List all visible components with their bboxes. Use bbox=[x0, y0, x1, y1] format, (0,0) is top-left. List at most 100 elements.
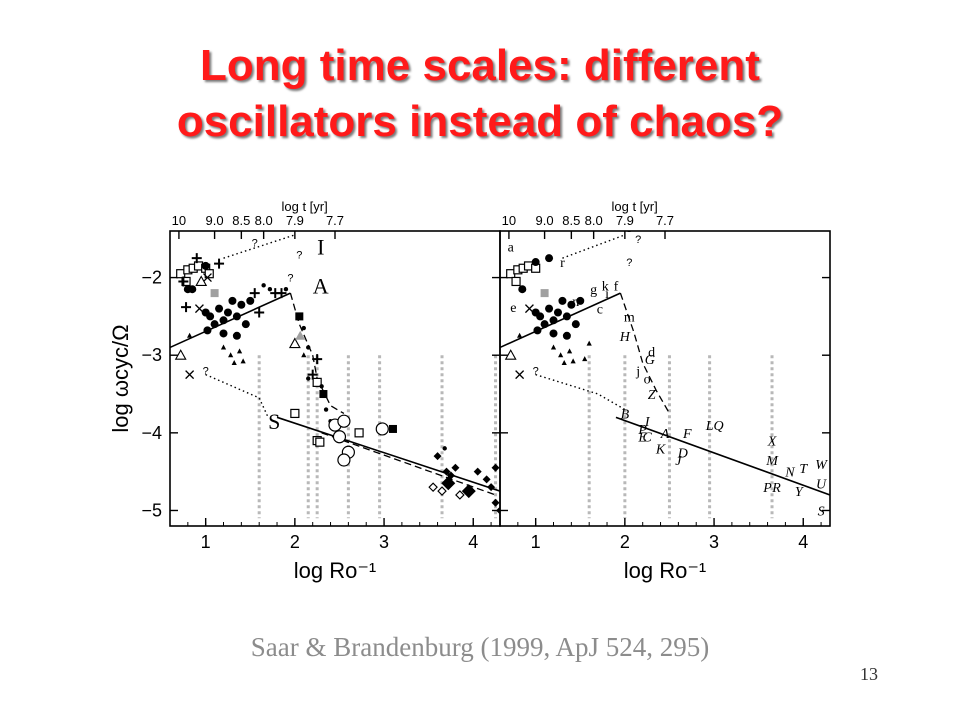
data-point bbox=[231, 359, 237, 365]
data-point bbox=[487, 483, 496, 492]
data-point bbox=[319, 384, 324, 389]
data-point bbox=[582, 356, 588, 362]
data-point bbox=[267, 287, 273, 292]
star-label: G bbox=[645, 353, 655, 368]
question-mark: ? bbox=[626, 257, 632, 269]
branch-label: I bbox=[317, 235, 324, 260]
data-point bbox=[290, 408, 300, 419]
y-axis-label: log ωcyc/Ω bbox=[110, 324, 133, 432]
data-point bbox=[187, 332, 193, 338]
star-label: P bbox=[762, 481, 772, 496]
data-point bbox=[540, 320, 549, 329]
star-label: i bbox=[605, 287, 609, 302]
x-tick-label: 1 bbox=[201, 532, 211, 552]
star-label: g bbox=[590, 283, 597, 298]
data-point bbox=[276, 288, 287, 299]
top-tick-label: 10 bbox=[502, 213, 516, 228]
data-point bbox=[433, 452, 442, 461]
data-point bbox=[550, 344, 557, 350]
fit-line-S bbox=[276, 416, 500, 492]
fit-line-S bbox=[615, 416, 830, 496]
data-point bbox=[323, 407, 329, 412]
data-point bbox=[220, 344, 227, 350]
y-tick-label: −2 bbox=[141, 268, 162, 288]
data-point bbox=[518, 285, 527, 294]
data-point bbox=[295, 330, 306, 340]
data-point bbox=[428, 482, 438, 492]
star-label: J bbox=[675, 454, 682, 469]
data-point bbox=[545, 304, 554, 313]
top-tick-label: 7.9 bbox=[286, 213, 304, 228]
top-axis-label: log t [yr] bbox=[611, 199, 657, 214]
star-label: o bbox=[644, 373, 651, 388]
star-label: A bbox=[660, 427, 670, 442]
data-point bbox=[288, 337, 301, 349]
data-point bbox=[511, 276, 521, 287]
fit-line-A bbox=[500, 292, 621, 349]
data-point bbox=[232, 312, 241, 321]
data-point bbox=[455, 490, 465, 500]
data-point bbox=[531, 258, 540, 267]
data-point bbox=[482, 475, 491, 484]
data-point bbox=[540, 289, 549, 298]
star-label: N bbox=[784, 466, 795, 481]
data-point bbox=[570, 358, 576, 364]
data-point bbox=[473, 467, 482, 476]
star-label: H bbox=[619, 330, 631, 345]
data-point bbox=[228, 296, 237, 305]
data-point bbox=[240, 358, 246, 364]
data-point bbox=[567, 300, 576, 309]
star-label: T bbox=[799, 462, 808, 477]
data-point bbox=[185, 370, 195, 380]
data-point bbox=[306, 376, 311, 381]
star-label: e bbox=[510, 301, 516, 316]
data-point bbox=[215, 304, 224, 313]
star-label: W bbox=[815, 458, 828, 473]
star-label: b bbox=[626, 221, 633, 236]
star-label: E bbox=[637, 431, 647, 446]
top-tick-label: 7.7 bbox=[326, 213, 344, 228]
branch-label: A bbox=[313, 273, 329, 298]
dotted-line bbox=[223, 234, 296, 259]
data-point bbox=[202, 273, 212, 283]
data-point bbox=[246, 296, 255, 305]
star-label: S bbox=[818, 504, 825, 519]
data-point bbox=[301, 352, 307, 358]
slide-title: Long time scales: different oscillators … bbox=[0, 38, 960, 150]
data-point bbox=[332, 430, 347, 444]
data-point bbox=[283, 287, 289, 292]
data-point bbox=[561, 359, 567, 365]
star-label: a bbox=[508, 241, 515, 256]
x-tick-label: 3 bbox=[709, 532, 719, 552]
data-point bbox=[576, 296, 585, 305]
data-point bbox=[183, 285, 192, 294]
data-point bbox=[536, 312, 545, 321]
star-label: P bbox=[637, 423, 647, 438]
slide-title-line-2: oscillators instead of chaos? bbox=[176, 97, 784, 146]
data-point bbox=[210, 289, 219, 298]
question-mark: ? bbox=[296, 249, 302, 261]
star-label: M bbox=[765, 454, 779, 469]
branch-label: S bbox=[268, 409, 280, 434]
top-tick-label: 8.0 bbox=[255, 213, 273, 228]
page-number: 13 bbox=[860, 664, 878, 684]
star-label: C bbox=[642, 431, 652, 446]
top-tick-label: 8.0 bbox=[585, 213, 603, 228]
top-axis-label: log t [yr] bbox=[281, 199, 327, 214]
data-point bbox=[319, 390, 328, 399]
data-point bbox=[214, 258, 225, 269]
star-label: Z bbox=[648, 388, 656, 403]
data-point bbox=[441, 476, 456, 491]
data-point bbox=[195, 275, 208, 287]
data-point bbox=[562, 312, 571, 321]
data-point bbox=[206, 312, 215, 321]
star-label: m bbox=[624, 310, 635, 325]
citation: Saar & Brandenburg (1999, ApJ 524, 295) bbox=[250, 632, 710, 662]
star-label: R bbox=[771, 481, 781, 496]
slide-title-line-1: Long time scales: different bbox=[200, 41, 760, 90]
data-point bbox=[545, 254, 554, 263]
question-mark: ? bbox=[533, 366, 539, 378]
star-label: r bbox=[560, 256, 565, 271]
